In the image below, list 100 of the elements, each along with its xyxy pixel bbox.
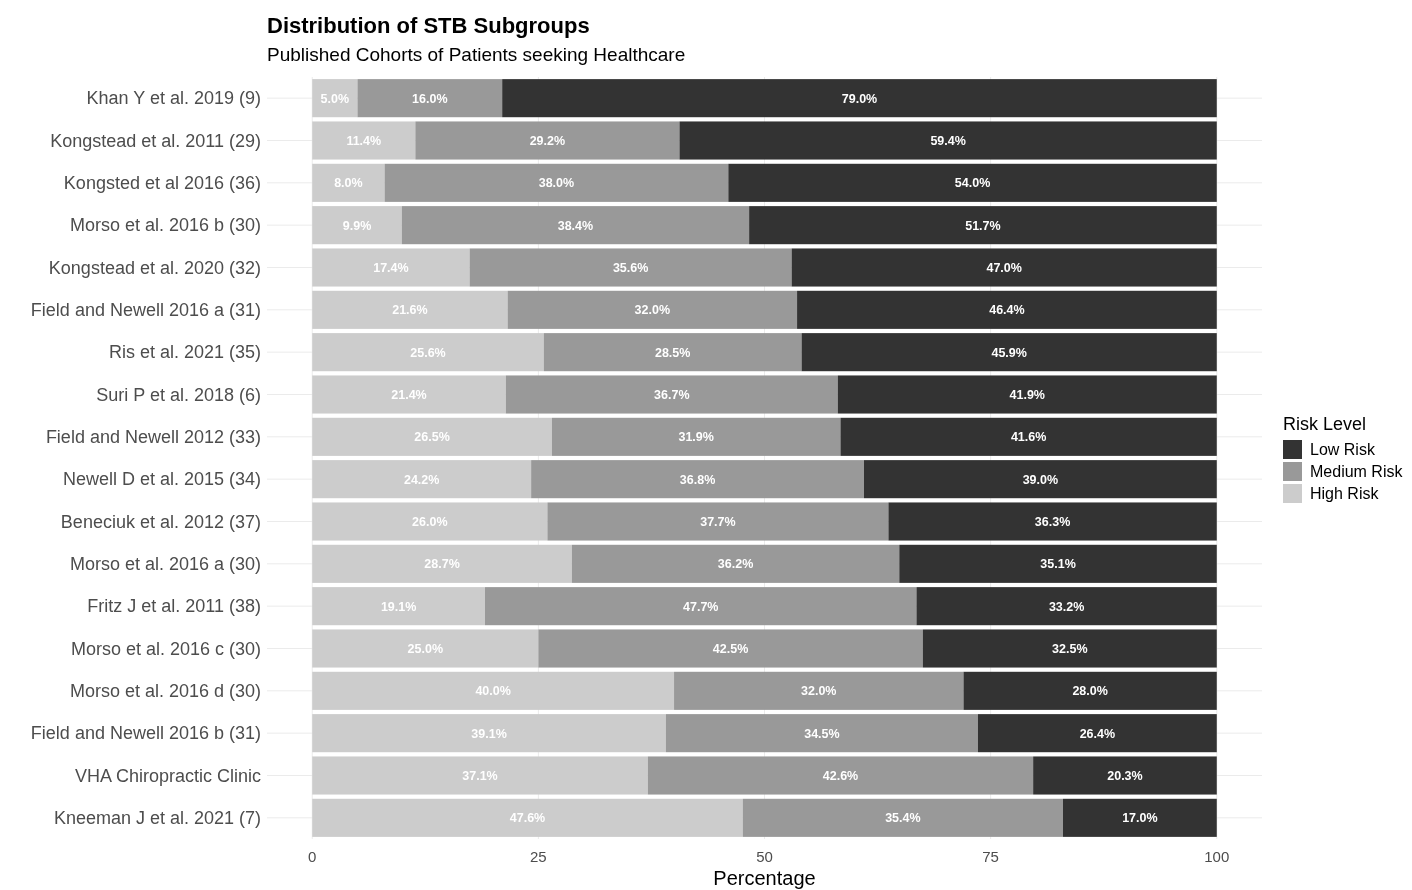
y-tick-label: Morso et al. 2016 a (30) (69, 554, 261, 575)
bar (469, 248, 792, 287)
bar (679, 121, 1217, 160)
y-tick-label: Fritz J et al. 2011 (38) (87, 596, 261, 617)
bar (728, 163, 1217, 202)
bar (791, 248, 1217, 287)
y-tick-label: Field and Newell 2012 (33) (45, 427, 261, 448)
legend-label: Low Risk (1310, 441, 1376, 459)
bar (312, 460, 532, 499)
data-label: 31.9% (678, 430, 714, 445)
bar (312, 290, 508, 329)
data-label: 41.6% (1010, 430, 1047, 445)
y-tick-label: Ris et al. 2021 (35) (108, 342, 261, 363)
y-tick-label: Field and Newell 2016 a (31) (30, 300, 261, 321)
bar (864, 460, 1217, 499)
bar (505, 375, 838, 414)
bar (312, 417, 552, 456)
bar (312, 333, 544, 372)
data-label: 41.9% (1009, 387, 1045, 402)
y-tick-label: Khan Y et al. 2019 (9) (86, 88, 261, 109)
bar (312, 587, 485, 626)
x-tick-label: 100 (1204, 848, 1230, 866)
y-tick-label: Suri P et al. 2018 (6) (96, 384, 261, 405)
bar (538, 629, 923, 668)
chart-title: Distribution of STB Subgroups (267, 13, 590, 38)
data-label: 34.5% (804, 726, 840, 741)
bar (312, 714, 666, 753)
data-label: 47.7% (683, 599, 719, 614)
data-label: 42.6% (822, 768, 859, 783)
bar (547, 502, 889, 541)
data-label: 35.1% (1040, 557, 1076, 572)
data-label: 36.7% (654, 387, 690, 402)
data-label: 20.3% (1107, 768, 1143, 783)
bar (384, 163, 729, 202)
bar (415, 121, 680, 160)
y-tick-label: Kongstead et al. 2011 (29) (50, 130, 261, 151)
data-label: 38.0% (538, 176, 575, 191)
data-label: 46.4% (989, 303, 1025, 318)
data-label: 28.5% (654, 345, 691, 360)
x-tick-label: 25 (530, 848, 547, 866)
data-label: 36.2% (717, 557, 754, 572)
legend-title: Risk Level (1283, 414, 1367, 435)
data-label: 16.0% (412, 91, 448, 106)
bar (312, 756, 648, 795)
x-tick-label: 0 (308, 848, 317, 866)
data-label: 47.0% (986, 260, 1022, 275)
bar (312, 502, 548, 541)
data-label: 33.2% (1048, 599, 1085, 614)
data-label: 17.0% (1122, 811, 1158, 826)
bar (963, 671, 1217, 710)
bar (531, 460, 864, 499)
data-label: 37.7% (700, 514, 736, 529)
data-label: 32.5% (1052, 641, 1088, 656)
bar (312, 629, 539, 668)
y-tick-label: Beneciuk et al. 2012 (37) (60, 511, 261, 532)
bar (543, 333, 802, 372)
bar (507, 290, 798, 329)
data-label: 35.6% (612, 260, 649, 275)
y-tick-label: Morso et al. 2016 c (30) (70, 638, 261, 659)
legend-label: Medium Risk (1310, 463, 1404, 481)
bar (551, 417, 841, 456)
y-tick-label: VHA Chiropractic Clinic (74, 765, 261, 786)
bar (1033, 756, 1217, 795)
bar (502, 79, 1217, 118)
bar (312, 206, 402, 245)
y-tick-label: Field and Newell 2016 b (31) (30, 723, 261, 744)
data-label: 36.8% (679, 472, 716, 487)
bar (665, 714, 978, 753)
bar (312, 121, 416, 160)
data-label: 51.7% (965, 218, 1001, 233)
bar (357, 79, 503, 118)
data-label: 45.9% (991, 345, 1027, 360)
data-label: 59.4% (930, 133, 966, 148)
bar (837, 375, 1217, 414)
bar (647, 756, 1034, 795)
bar (888, 502, 1217, 541)
data-label: 26.4% (1079, 726, 1116, 741)
bar (922, 629, 1217, 668)
bar (571, 544, 900, 583)
bar (401, 206, 750, 245)
data-label: 29.2% (529, 133, 566, 148)
x-tick-label: 50 (756, 848, 773, 866)
data-label: 38.4% (557, 218, 594, 233)
bar (742, 798, 1063, 837)
y-tick-label: Kongstead et al. 2020 (32) (48, 257, 261, 278)
x-tick-label: 75 (982, 848, 999, 866)
y-tick-label: Morso et al. 2016 d (30) (69, 681, 261, 702)
bar (801, 333, 1217, 372)
bar (899, 544, 1217, 583)
bar (1063, 798, 1217, 837)
y-tick-label: Kongsted et al 2016 (36) (63, 173, 261, 194)
y-tick-label: Kneeman J et al. 2021 (7) (53, 808, 261, 829)
bar (312, 798, 743, 837)
bar (312, 544, 572, 583)
data-label: 32.0% (634, 303, 671, 318)
data-label: 39.0% (1022, 472, 1059, 487)
bar (312, 671, 675, 710)
data-label: 36.3% (1034, 514, 1071, 529)
bar (749, 206, 1217, 245)
data-label: 35.4% (885, 811, 921, 826)
